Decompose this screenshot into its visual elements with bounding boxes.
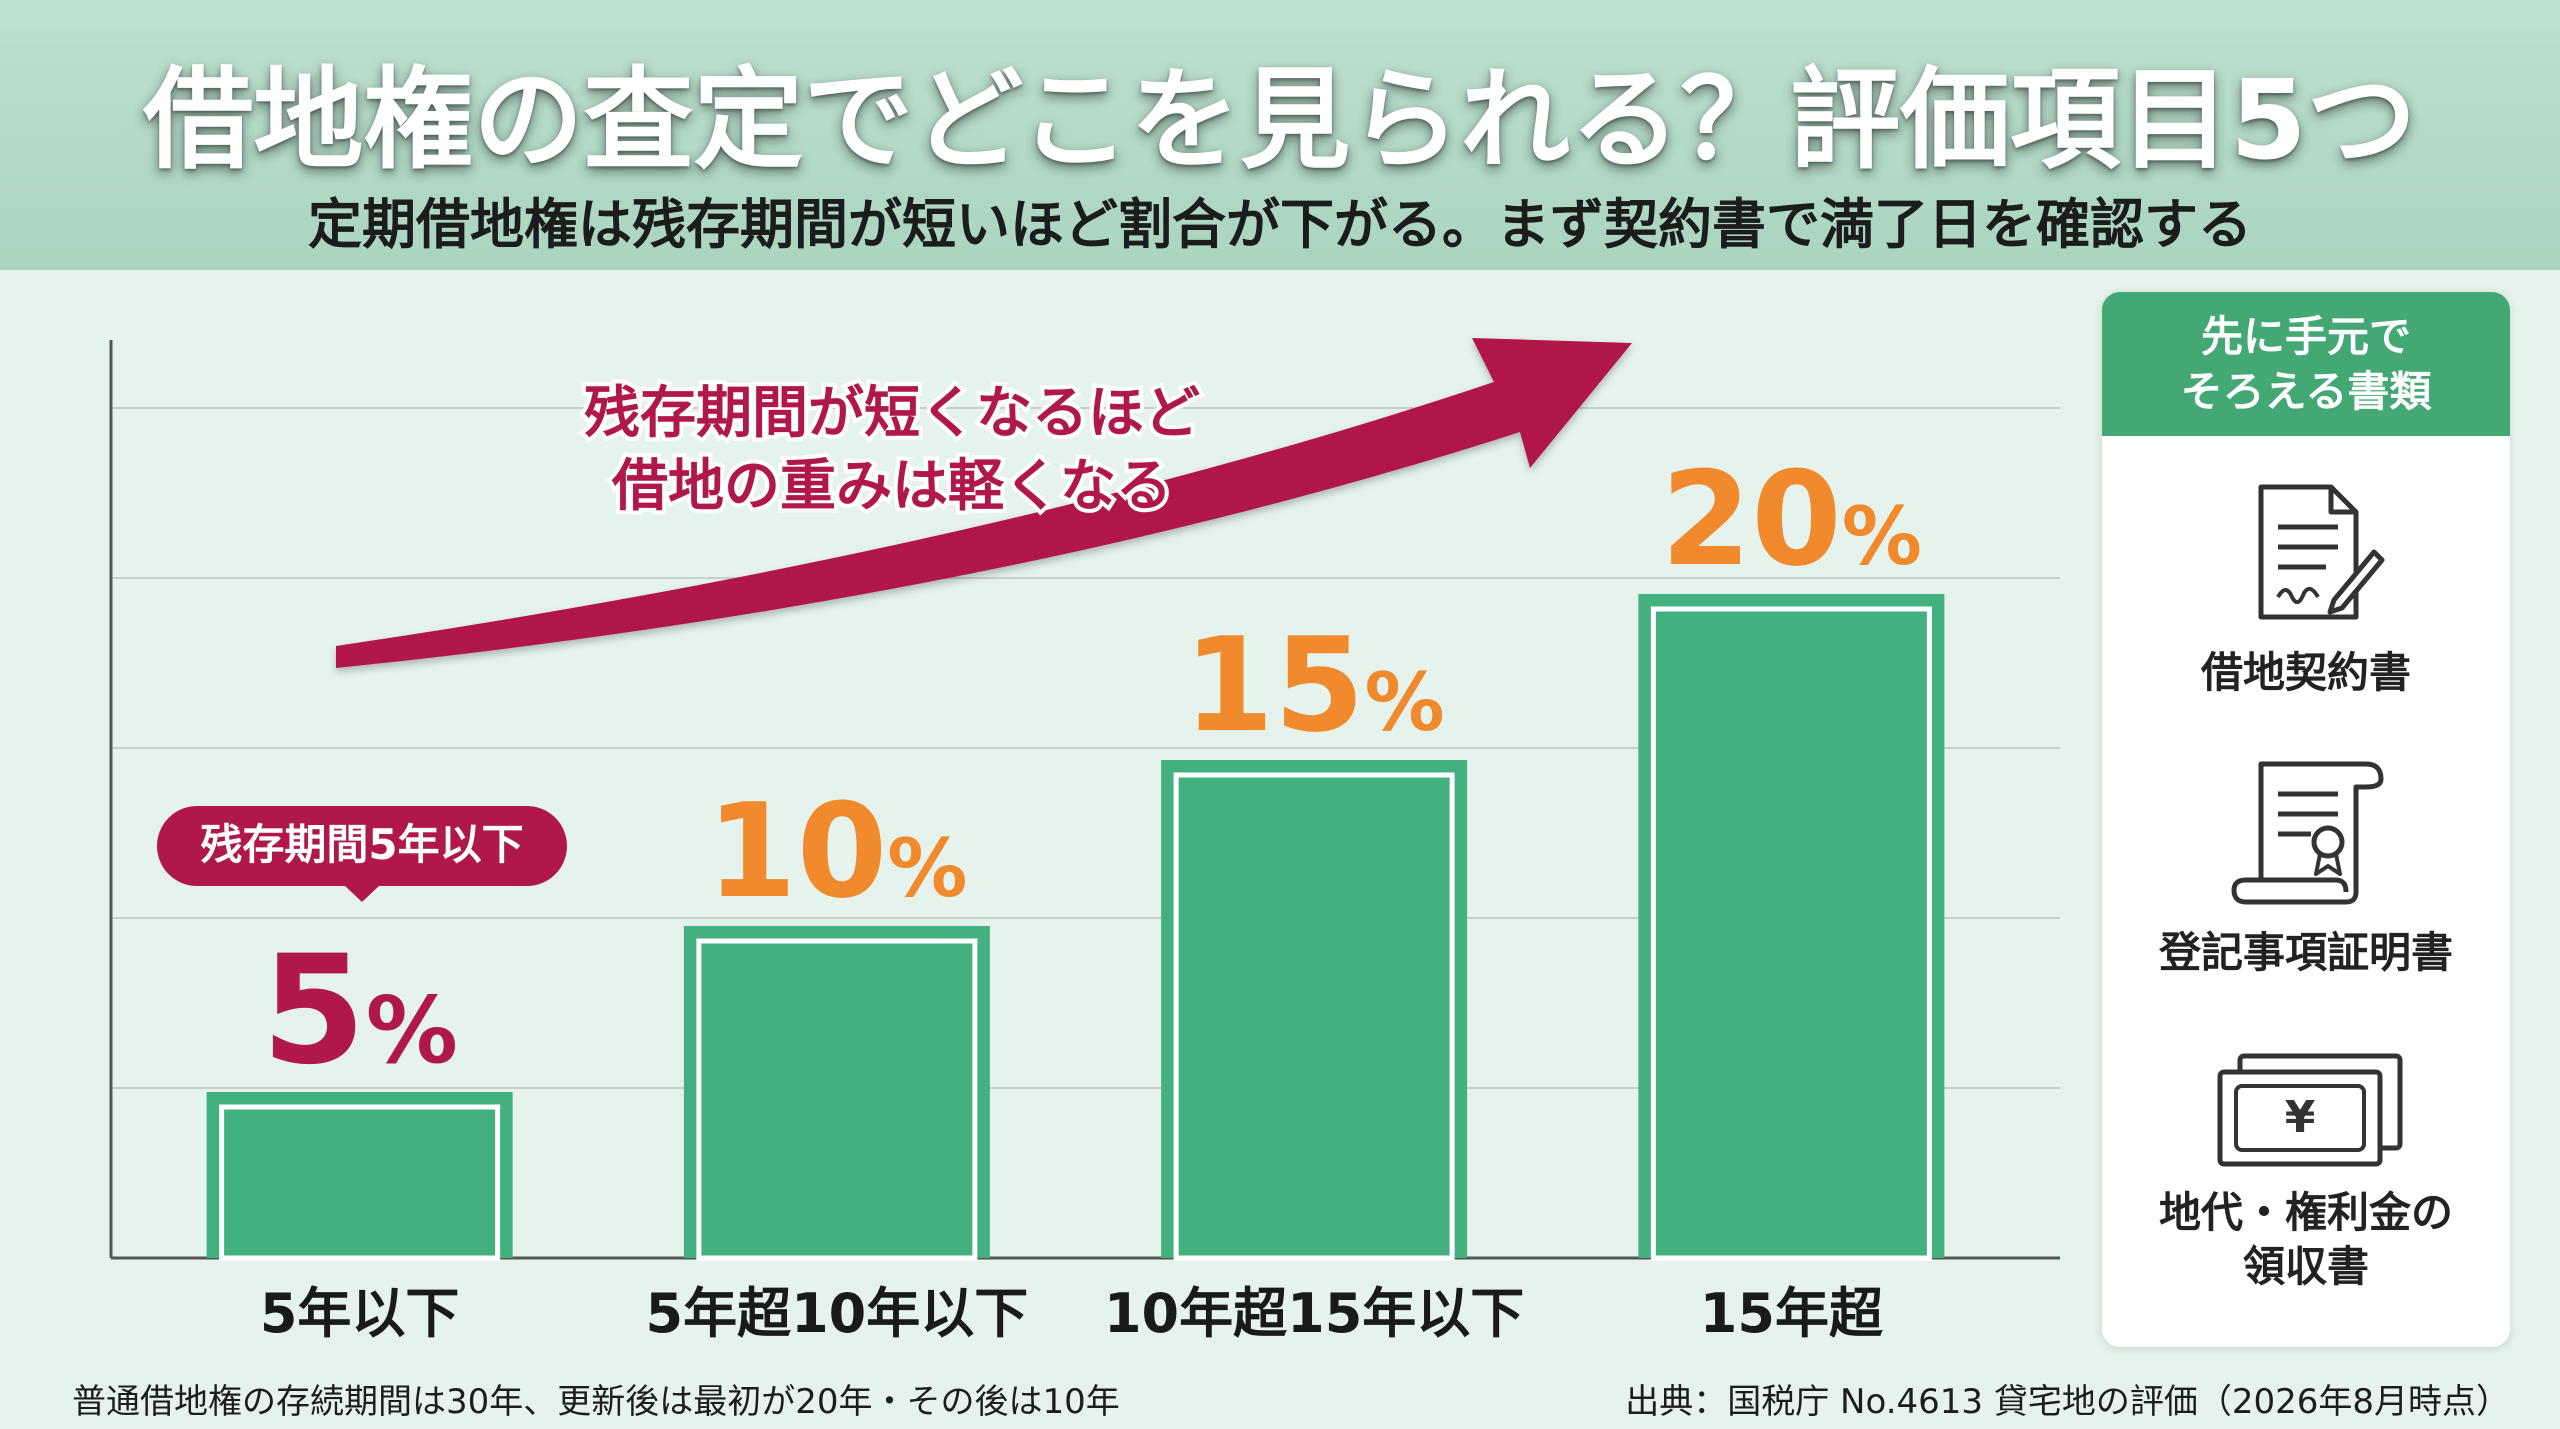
bar	[1638, 594, 1945, 1258]
document-label: 地代・権利金の 領収書	[2102, 1186, 2510, 1294]
document-label: 登記事項証明書	[2158, 928, 2453, 977]
yen-banknote-icon: ¥	[2217, 1053, 2403, 1167]
page-title: 借地権の査定でどこを見られる？評価項目5つ	[143, 56, 2417, 184]
panel-title-line-2: そろえる書類	[2180, 367, 2432, 416]
bar-inner-outline	[696, 938, 978, 1261]
category-label: 15年超	[1700, 1282, 1884, 1345]
category-label: 10年超15年以下	[1104, 1282, 1524, 1345]
value-number: 20	[1661, 443, 1842, 595]
document-item-contract: 借地契約書	[2102, 472, 2510, 700]
document-item-receipt: ¥ 地代・権利金の 領収書	[2102, 1052, 2510, 1294]
document-label-line-2: 領収書	[2242, 1242, 2369, 1291]
value-number: 15	[1184, 609, 1365, 761]
bar-inner-outline	[1173, 772, 1455, 1261]
callout-text: 残存期間5年以下	[200, 820, 523, 869]
trend-arrow-group: 残存期間が短くなるほど 借地の重みは軽くなる	[336, 338, 1632, 668]
contract-document-icon	[2258, 484, 2385, 620]
value-number: 5	[261, 924, 365, 1098]
panel-title-line-1: 先に手元で	[2200, 312, 2411, 361]
value-unit: %	[1365, 656, 1445, 749]
callout-pointer	[344, 885, 380, 902]
certificate-scroll-icon	[2231, 761, 2384, 905]
documents-panel: 先に手元で そろえる書類 借地契約書 登記事項証明書	[2102, 292, 2510, 1347]
category-label: 5年超10年以下	[646, 1282, 1029, 1345]
bar-inner-outline	[219, 1104, 501, 1261]
bar	[1161, 760, 1468, 1258]
value-number: 10	[706, 775, 887, 927]
callout-badge: 残存期間5年以下	[157, 806, 567, 902]
panel-title: 先に手元で そろえる書類	[2102, 292, 2510, 436]
page-subtitle: 定期借地権は残存期間が短いほど割合が下がる。まず契約書で満了日を確認する	[308, 193, 2252, 256]
header-band: 借地権の査定でどこを見られる？評価項目5つ 定期借地権は残存期間が短いほど割合が…	[0, 0, 2560, 270]
value-label: 15%	[1184, 609, 1445, 761]
document-label-line-1: 地代・権利金の	[2158, 1188, 2453, 1237]
bar-inner-outline	[1650, 606, 1932, 1261]
category-label: 5年以下	[260, 1282, 460, 1345]
document-label: 借地契約書	[2200, 648, 2411, 697]
trend-arrow	[336, 338, 1632, 668]
svg-text:¥: ¥	[2285, 1092, 2316, 1143]
footnote-left: 普通借地権の存続期間は30年、更新後は最初が20年・その後は10年	[72, 1382, 1120, 1422]
value-label: 20%	[1661, 443, 1922, 595]
arrow-text-line-2: 借地の重みは軽くなる	[611, 454, 1172, 519]
value-unit: %	[366, 977, 458, 1084]
arrow-text-line-1: 残存期間が短くなるほど	[584, 381, 1200, 446]
bar	[683, 926, 990, 1258]
bar	[206, 1092, 513, 1258]
value-label: 10%	[706, 775, 967, 927]
footnote-source: 出典：国税庁 No.4613 貸宅地の評価（2026年8月時点）	[1625, 1382, 2510, 1422]
value-unit: %	[1842, 490, 1922, 583]
value-unit: %	[887, 822, 967, 915]
document-item-certificate: 登記事項証明書	[2102, 752, 2510, 980]
bars: 5% 5年以下 10% 5年超10年以下 15% 10年超15年以下 20% 15年超	[206, 443, 1945, 1345]
value-label: 5%	[261, 924, 458, 1098]
callout-badge-shape	[157, 806, 567, 886]
